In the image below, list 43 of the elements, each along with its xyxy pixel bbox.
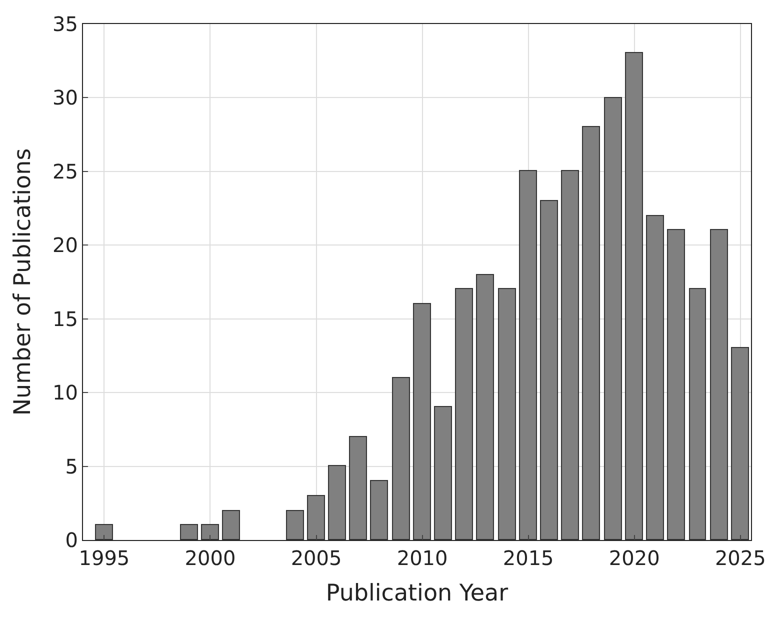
x-tick-label: 2005	[290, 546, 342, 570]
x-tick-label: 2025	[714, 546, 766, 570]
x-tick-label: 2015	[502, 546, 554, 570]
bar	[582, 126, 600, 540]
y-axis-title: Number of Publications	[10, 148, 36, 416]
x-tick-label: 2010	[396, 546, 448, 570]
y-tick-label: 25	[52, 159, 78, 184]
bar	[561, 170, 579, 540]
x-tick-label: 2020	[608, 546, 660, 570]
bar	[667, 229, 685, 540]
bar	[604, 97, 622, 540]
y-tick-label: 10	[52, 380, 78, 405]
bar	[328, 465, 346, 540]
bar	[370, 480, 388, 540]
bar	[392, 377, 410, 540]
bar	[731, 347, 749, 540]
x-axis-title: Publication Year	[326, 580, 509, 607]
bar	[540, 200, 558, 540]
bar	[434, 406, 452, 540]
bar	[201, 524, 219, 540]
x-tick-label: 2000	[184, 546, 236, 570]
bar	[286, 510, 304, 540]
y-tick-label: 5	[65, 454, 78, 478]
y-tick-label: 35	[52, 12, 78, 36]
y-tick-label: 0	[65, 528, 78, 552]
y-tick-label: 15	[52, 306, 78, 331]
bar	[455, 288, 473, 540]
bar	[646, 215, 664, 540]
bar	[519, 170, 537, 540]
y-tick-label: 30	[52, 86, 78, 110]
bar	[625, 52, 643, 540]
bar	[95, 524, 113, 540]
bar	[498, 288, 516, 540]
bar	[710, 229, 728, 540]
bar	[222, 510, 240, 540]
x-tick-label: 1995	[78, 546, 130, 570]
y-tick-label: 20	[52, 233, 78, 258]
bar	[413, 303, 431, 540]
bar	[180, 524, 198, 540]
bar	[689, 288, 706, 540]
bar	[349, 436, 367, 540]
bar	[307, 495, 325, 540]
bar	[476, 274, 494, 540]
